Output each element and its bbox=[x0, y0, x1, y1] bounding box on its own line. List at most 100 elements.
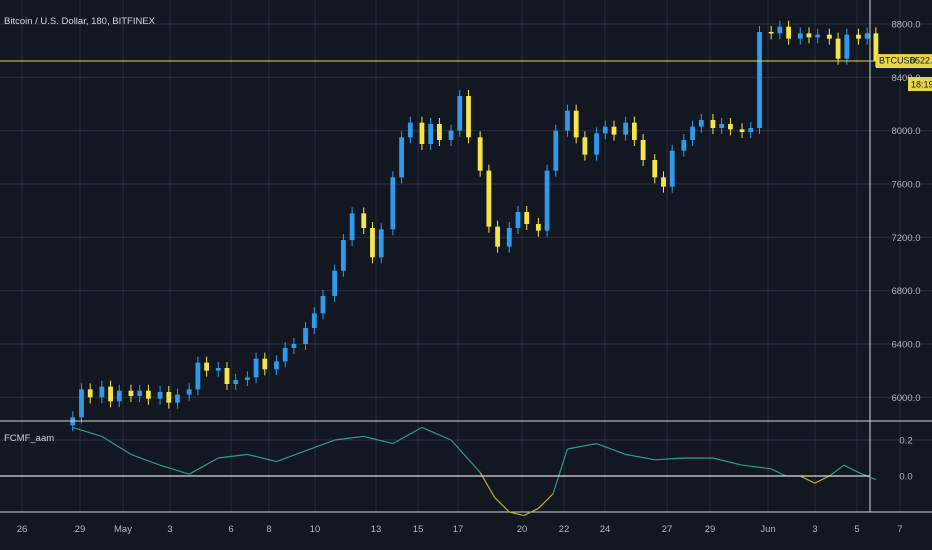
candle-body bbox=[262, 358, 268, 370]
candle-body bbox=[719, 124, 725, 128]
y-tick-label: 6000.0 bbox=[891, 393, 920, 404]
candle-body bbox=[582, 137, 588, 155]
candle-body bbox=[623, 122, 629, 135]
candle-body bbox=[757, 32, 762, 128]
oscillator-segment bbox=[814, 475, 830, 484]
candle-body bbox=[349, 213, 355, 240]
oscillator-segment bbox=[741, 464, 772, 470]
candle-body bbox=[195, 362, 201, 390]
price-tag-symbol: BTCUSD bbox=[879, 56, 917, 66]
oscillator-segment bbox=[159, 464, 190, 475]
price-tag: BTCUSD 8522.1 18:19 bbox=[876, 54, 932, 91]
candle-body bbox=[215, 368, 221, 371]
candle-body bbox=[553, 130, 559, 171]
x-tick-label: 10 bbox=[310, 524, 321, 535]
oscillator-segment bbox=[509, 511, 524, 517]
x-tick-label: 22 bbox=[559, 524, 570, 535]
candle-body bbox=[710, 120, 716, 128]
candle-body bbox=[748, 128, 754, 132]
candle-body bbox=[448, 130, 454, 140]
candle-body bbox=[690, 126, 695, 140]
candle-body bbox=[428, 124, 434, 144]
candle-body bbox=[128, 390, 134, 396]
oscillator-segment bbox=[799, 475, 816, 484]
candle-body bbox=[477, 137, 483, 171]
y-tick-label: 7600.0 bbox=[891, 180, 920, 191]
candle-body bbox=[399, 137, 404, 178]
candle-body bbox=[244, 377, 250, 380]
x-tick-label: 8 bbox=[266, 524, 271, 535]
oscillator-segment bbox=[276, 450, 306, 463]
candle-body bbox=[815, 34, 821, 38]
candle-body bbox=[87, 389, 93, 398]
oscillator-segment bbox=[567, 443, 597, 450]
oscillator-segment bbox=[334, 435, 364, 441]
candle-body bbox=[233, 380, 239, 384]
candle-body bbox=[457, 96, 463, 131]
candle-body bbox=[378, 229, 384, 258]
y-tick-label: 8400.0 bbox=[891, 73, 920, 84]
candle-body bbox=[797, 33, 803, 39]
x-tick-label: 27 bbox=[662, 524, 673, 535]
oscillator-segment bbox=[305, 439, 335, 452]
oscillator-segment bbox=[450, 439, 481, 473]
oscillator-segment bbox=[828, 464, 845, 477]
candle-body bbox=[856, 34, 861, 39]
oscillator-segment bbox=[421, 426, 452, 441]
price-axis[interactable]: 8800.0 8400.0 8000.0 7600.0 7200.0 6800.0 6400… bbox=[891, 20, 920, 483]
oscillator-segment bbox=[218, 453, 248, 459]
candle-body bbox=[224, 368, 230, 384]
candle-body bbox=[137, 390, 143, 396]
candle-body bbox=[291, 344, 297, 348]
candle-body bbox=[777, 26, 783, 34]
candle-body bbox=[698, 120, 704, 127]
candle-body bbox=[739, 129, 745, 132]
candle-body bbox=[486, 170, 492, 227]
candle-body bbox=[303, 328, 308, 344]
x-tick-label: 26 bbox=[17, 524, 28, 535]
oscillator-segment bbox=[596, 443, 626, 455]
pane-divider[interactable] bbox=[0, 0, 932, 513]
candle-body bbox=[407, 122, 413, 138]
candle-body bbox=[146, 390, 151, 399]
oscillator-segment bbox=[363, 435, 393, 445]
y-tick-label: 0.0 bbox=[899, 472, 912, 483]
time-axis[interactable]: 26 29 May 3 6 8 10 13 15 17 20 22 24 27 29 Jun 3 5 7 bbox=[17, 524, 903, 535]
candle-body bbox=[253, 358, 259, 378]
candle-body bbox=[419, 122, 425, 144]
candle-body bbox=[332, 270, 338, 296]
x-tick-label: 20 bbox=[517, 524, 528, 535]
candle-body bbox=[835, 38, 841, 59]
candle-body bbox=[320, 296, 326, 314]
candle-body bbox=[864, 33, 870, 39]
candle-body bbox=[166, 392, 172, 403]
candle-body bbox=[175, 394, 180, 403]
oscillator-segment bbox=[712, 457, 743, 466]
candle-body bbox=[186, 389, 192, 395]
y-tick-label: 7200.0 bbox=[891, 233, 920, 244]
price-tag-box bbox=[876, 54, 932, 69]
candle-body bbox=[515, 212, 521, 228]
chart-title: Bitcoin / U.S. Dollar, 180, BITFINEX bbox=[4, 16, 155, 27]
candle-body bbox=[99, 386, 105, 398]
candle-body bbox=[806, 33, 812, 38]
grid bbox=[0, 0, 932, 512]
candle-body bbox=[274, 361, 279, 370]
x-tick-label: 5 bbox=[854, 524, 859, 535]
candle-body bbox=[826, 34, 832, 39]
candle-body bbox=[311, 313, 317, 328]
y-tick-label: 6400.0 bbox=[891, 340, 920, 351]
price-tag-price: 8522.1 bbox=[910, 56, 932, 66]
x-tick-label: 7 bbox=[897, 524, 902, 535]
x-tick-label: May bbox=[114, 524, 132, 535]
oscillator-segment bbox=[130, 453, 161, 466]
candle-body bbox=[204, 362, 210, 371]
candle-body bbox=[640, 140, 646, 160]
candle-body bbox=[361, 213, 367, 228]
candle-body bbox=[611, 126, 617, 135]
candle-body bbox=[506, 228, 512, 247]
x-tick-label: 29 bbox=[75, 524, 86, 535]
y-tick-label: 8800.0 bbox=[891, 20, 920, 31]
y-tick-label: 0.2 bbox=[899, 436, 912, 447]
